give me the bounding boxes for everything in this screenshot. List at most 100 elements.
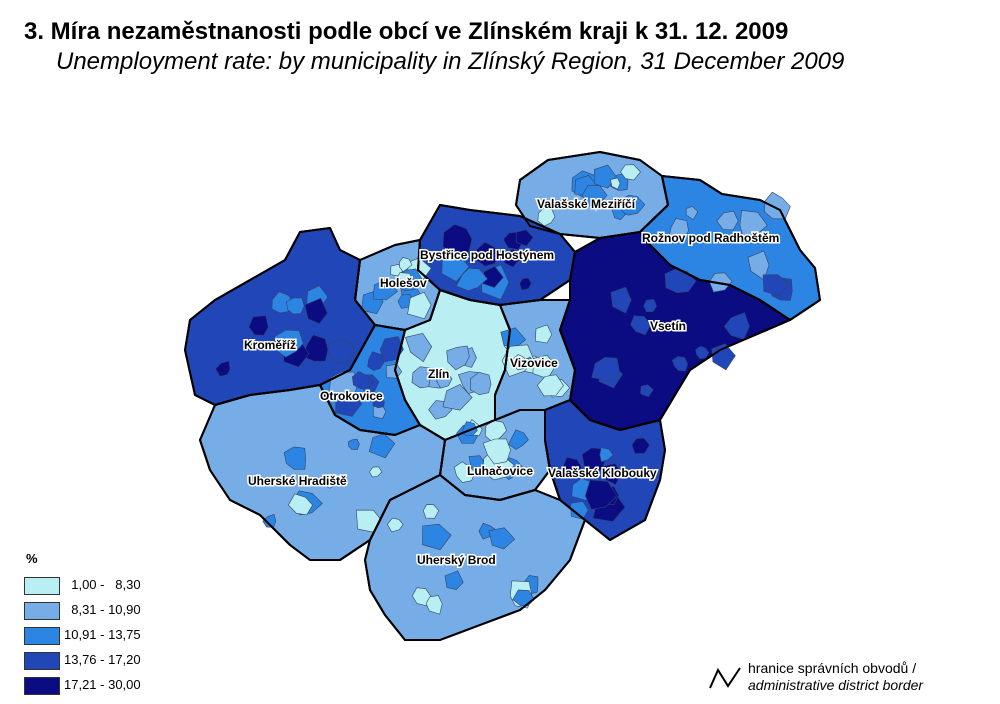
legend-label: 13,76 - 17,20 [64, 652, 141, 667]
legend-item: 8,31 - 10,90 [24, 602, 224, 620]
municipality-area [610, 286, 632, 314]
municipality-area [425, 595, 443, 615]
municipality-area [602, 463, 622, 486]
legend-swatch [24, 627, 60, 645]
legend-unit: % [26, 551, 38, 566]
town-label: Luhačovice [467, 464, 533, 478]
municipality-area [591, 356, 620, 381]
municipality-area [335, 391, 363, 417]
town-label: Holešov [380, 276, 427, 290]
municipality-area [367, 351, 385, 371]
municipality-area [422, 523, 452, 551]
municipality-area [347, 438, 360, 450]
municipality-area [405, 332, 433, 363]
legend-swatch [24, 577, 60, 595]
municipality-area [453, 461, 476, 483]
map-subtitle: Unemployment rate: by municipality in Zl… [56, 48, 845, 75]
border-legend-label-en: administrative district border [748, 677, 924, 693]
municipality-area [446, 345, 470, 371]
municipality-area [484, 420, 507, 444]
municipality-area [441, 251, 470, 282]
municipality-area [304, 297, 328, 324]
municipality-area [535, 324, 553, 344]
municipality-area [669, 218, 689, 243]
municipality-area [739, 210, 768, 238]
town-label: Otrokovice [320, 389, 383, 403]
municipality-area [519, 277, 532, 291]
legend-label: 17,21 - 30,00 [64, 677, 141, 692]
town-label: Valašské Meziříčí [537, 197, 636, 211]
town-label: Valašské Klobouky [548, 466, 657, 480]
municipality-area [716, 210, 739, 231]
district-border [364, 474, 586, 641]
municipality-area [516, 229, 534, 247]
legend-label: 1,00 - 8,30 [64, 577, 141, 592]
municipality-area [620, 164, 641, 181]
town-label: Kroměříž [244, 338, 296, 352]
municipality-area [328, 340, 356, 364]
municipality-area [482, 438, 511, 465]
municipality-area [584, 479, 618, 510]
municipality-area [422, 504, 440, 519]
municipality-area [286, 297, 305, 315]
legend-label: 8,31 - 10,90 [64, 602, 141, 617]
town-label: Rožnov pod Radhoštěm [642, 231, 779, 245]
border-legend-label-cz: hranice správních obvodů / [748, 660, 917, 676]
municipality-area [671, 356, 688, 372]
town-label: Zlín [428, 367, 449, 381]
municipality-area [372, 278, 398, 301]
municipality-area [469, 371, 492, 396]
municipality-area [369, 466, 383, 478]
town-label: Bystřice pod Hostýnem [420, 248, 554, 262]
municipality-area [643, 298, 657, 313]
municipality-area [611, 208, 626, 221]
municipality-area [617, 194, 646, 216]
municipality-area [444, 570, 464, 591]
town-label: Uherské Hradiště [248, 474, 347, 488]
municipality-area [630, 315, 652, 336]
municipality-area [695, 346, 710, 360]
municipality-area [508, 429, 529, 450]
municipality-area [274, 329, 304, 358]
municipality-area [215, 360, 231, 377]
district-border [544, 399, 666, 541]
town-label: Vizovice [510, 356, 558, 370]
municipality-area [368, 433, 396, 459]
municipality-area [610, 177, 621, 190]
legend-swatch [24, 602, 60, 620]
municipality-area [537, 207, 556, 227]
municipality-area [562, 457, 583, 475]
legend-swatch [24, 677, 60, 695]
town-label: Uherský Brod [417, 553, 496, 567]
legend-item: 10,91 - 13,75 [24, 627, 224, 645]
map-title: 3. Míra nezaměstnanosti podle obcí ve Zl… [24, 18, 789, 45]
municipality-area [685, 205, 699, 221]
municipality-area [488, 527, 516, 550]
municipality-area [468, 455, 486, 473]
municipality-area [442, 384, 473, 411]
municipality-area [436, 370, 453, 389]
municipality-area [503, 248, 521, 268]
municipality-area [394, 272, 415, 289]
municipality-area [398, 257, 413, 273]
legend-item: 1,00 - 8,30 [24, 577, 224, 595]
municipality-area [455, 267, 488, 292]
legend-item: 13,76 - 17,20 [24, 652, 224, 670]
town-label: Vsetín [650, 319, 686, 333]
municipality-area [372, 393, 385, 409]
municipality-area [512, 354, 528, 371]
border-line-icon [709, 667, 741, 689]
municipality-area [283, 446, 307, 470]
border-legend: hranice správních obvodů / administrativ… [708, 660, 998, 700]
municipality-area [476, 241, 500, 267]
municipality-area [640, 384, 654, 398]
municipality-area [351, 371, 374, 391]
municipality-area [762, 274, 790, 296]
municipality-area [536, 374, 564, 397]
municipality-area [764, 191, 791, 220]
legend-swatch [24, 652, 60, 670]
municipality-area [631, 437, 651, 454]
municipality-area [442, 224, 473, 257]
municipality-area [407, 291, 432, 320]
